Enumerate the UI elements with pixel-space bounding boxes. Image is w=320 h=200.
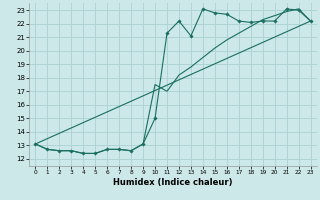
X-axis label: Humidex (Indice chaleur): Humidex (Indice chaleur) (113, 178, 233, 187)
